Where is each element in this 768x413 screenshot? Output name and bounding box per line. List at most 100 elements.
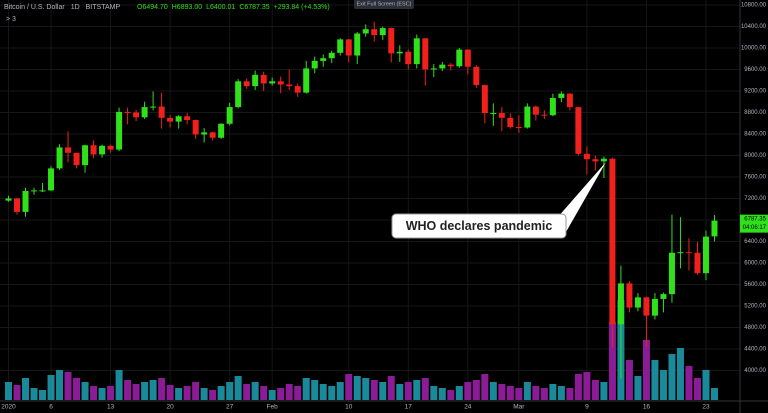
y-tick-label: 6000.00	[744, 261, 766, 267]
candles	[5, 21, 718, 379]
annotation: WHO declares pandemic	[406, 219, 553, 233]
volume-bar	[523, 382, 531, 400]
y-tick-label: 8400.00	[744, 132, 766, 138]
y-tick-label: 5200.00	[744, 304, 766, 310]
candle-body	[252, 74, 259, 87]
candle-body	[48, 168, 55, 191]
candle-body	[388, 28, 395, 54]
candle-body	[286, 84, 293, 87]
price-tag-box	[740, 214, 768, 233]
volume-bar	[549, 384, 557, 400]
x-tick-label: 10	[345, 404, 353, 411]
candle-body	[345, 39, 352, 56]
candle-body	[396, 51, 403, 54]
x-tick-label: Mar	[513, 404, 525, 411]
x-tick-label: 17	[405, 404, 413, 411]
volume-bar	[56, 370, 64, 400]
candle-body	[694, 252, 701, 274]
candle-body	[201, 132, 208, 135]
volume-bar	[200, 388, 208, 400]
volume-bar	[158, 378, 166, 400]
ohlc-value: C6787.35	[239, 4, 269, 11]
candle-body	[490, 113, 497, 115]
y-tick-label: 9200.00	[744, 89, 766, 95]
volume-bar	[277, 388, 285, 400]
candle-body	[583, 153, 590, 160]
ohlc-value: H6893.00	[172, 4, 202, 11]
ohlc-value: +293.84 (+4.53%)	[274, 4, 330, 11]
volume-bar	[328, 386, 336, 400]
y-tick-label: 4800.00	[744, 325, 766, 331]
volume-bar	[336, 382, 344, 400]
candle-body	[566, 93, 573, 108]
volume-bar	[600, 382, 608, 400]
candle-body	[243, 81, 250, 87]
symbol: Bitcoin / U.S. Dollar	[4, 4, 65, 11]
candle-body	[651, 298, 658, 316]
y-tick-label: 9600.00	[744, 67, 766, 73]
exit-fullscreen-label[interactable]: Exit Full Screen (ESC)	[356, 1, 411, 7]
volume-bar	[566, 388, 574, 400]
volume-bar	[668, 354, 676, 400]
candle-body	[5, 198, 12, 201]
volume-bar	[498, 384, 506, 400]
candle-body	[107, 145, 114, 150]
candle-body	[660, 294, 667, 299]
candle-body	[303, 68, 310, 93]
volume-bar	[379, 382, 387, 400]
candle-body	[413, 38, 420, 65]
candle-body	[422, 38, 429, 70]
candle-body	[634, 297, 641, 308]
ohlc-legend: O6494.70 H6893.00 L6400.01 C6787.35 +293.84 …	[137, 4, 330, 11]
candle-body	[150, 106, 157, 108]
candle-body	[711, 220, 718, 237]
candle-body	[226, 107, 233, 124]
y-tick-label: 8800.00	[744, 110, 766, 116]
candle-body	[600, 158, 607, 162]
candle-body	[73, 152, 80, 166]
candle-body	[320, 58, 327, 61]
volume-bar	[438, 388, 446, 400]
candle-body	[668, 252, 675, 295]
candle-body	[192, 120, 199, 135]
candle-body	[558, 93, 565, 98]
volume-bar	[659, 370, 667, 400]
candle-body	[133, 112, 140, 118]
volume-bar	[447, 390, 455, 400]
candle-body	[328, 52, 335, 59]
volume-bar	[387, 376, 395, 400]
candle-body	[82, 145, 89, 166]
chart-title: Bitcoin / U.S. Dollar 1D BITSTAMP	[4, 4, 120, 11]
volume-bar	[506, 386, 514, 400]
candle-body	[337, 39, 344, 53]
y-tick-label: 10000.00	[741, 46, 767, 52]
candle-body	[549, 97, 556, 116]
candle-body	[677, 252, 684, 254]
candle-body	[124, 111, 131, 113]
volume-bar	[226, 382, 234, 400]
volume-bar	[702, 370, 710, 400]
volume-bar	[676, 348, 684, 400]
volume-bar	[574, 374, 582, 400]
candle-body	[56, 147, 63, 169]
volume-bar	[642, 340, 650, 400]
candle-body	[498, 113, 505, 118]
candle-body	[609, 158, 616, 325]
volume-bar	[540, 388, 548, 400]
indicator-toggle[interactable]: > 3	[6, 16, 16, 23]
volume-bar	[591, 380, 599, 400]
candle-body	[617, 283, 624, 325]
volume-bar	[124, 380, 132, 400]
candle-body	[235, 81, 242, 108]
volume-bar	[319, 384, 327, 400]
candle-body	[175, 116, 182, 122]
exit-fullscreen-button[interactable]	[354, 0, 414, 9]
x-tick-label: 23	[702, 404, 710, 411]
y-tick-label: 7200.00	[744, 196, 766, 202]
candle-body	[592, 159, 599, 162]
volume-bar	[209, 390, 217, 400]
y-tick-label: 5600.00	[744, 282, 766, 288]
y-tick-label: 8000.00	[744, 153, 766, 159]
candle-body	[269, 81, 276, 84]
candle-body	[532, 106, 539, 115]
